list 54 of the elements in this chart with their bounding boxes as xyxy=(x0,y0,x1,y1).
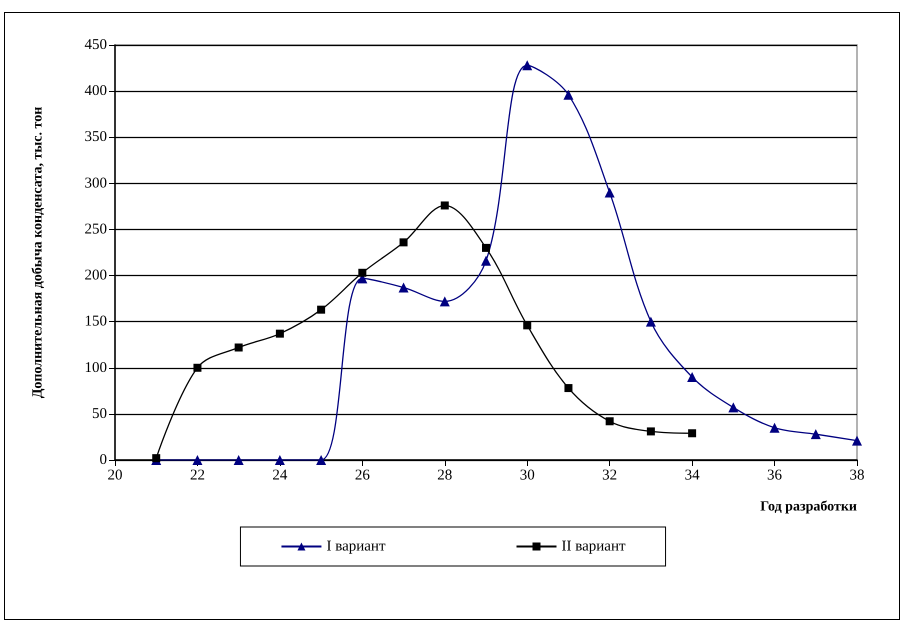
point xyxy=(234,455,244,465)
point xyxy=(852,436,862,446)
point xyxy=(646,427,655,436)
point xyxy=(358,268,366,277)
x-tick-label: 38 xyxy=(850,468,864,484)
point xyxy=(770,422,780,433)
x-tick-label: 28 xyxy=(437,468,452,484)
point xyxy=(522,60,532,70)
x-tick-label: 20 xyxy=(108,468,122,484)
point xyxy=(440,201,449,210)
x-tick-label: 30 xyxy=(520,468,535,484)
point xyxy=(563,90,574,100)
point xyxy=(317,306,326,314)
x-tick-label: 34 xyxy=(684,468,700,484)
point xyxy=(564,384,572,392)
point xyxy=(728,402,738,412)
y-tick-label: 50 xyxy=(92,406,107,422)
point xyxy=(234,343,243,352)
y-tick-label: 250 xyxy=(84,221,107,238)
legend-label: II вариант xyxy=(562,538,626,554)
point xyxy=(193,364,202,372)
x-tick-label: 36 xyxy=(767,468,783,484)
x-tick-label: 24 xyxy=(272,468,288,484)
x-tick-label: 32 xyxy=(602,468,618,484)
point xyxy=(523,321,532,330)
point xyxy=(688,429,696,438)
y-tick-label: 0 xyxy=(100,452,107,468)
point xyxy=(687,372,698,382)
point xyxy=(400,238,408,246)
point xyxy=(481,256,491,266)
y-tick-label: 150 xyxy=(84,314,107,330)
y-tick-label: 400 xyxy=(84,83,107,100)
y-tick-label: 300 xyxy=(84,175,107,192)
point xyxy=(604,188,615,198)
point xyxy=(810,429,821,440)
legend-label: I вариант xyxy=(326,538,386,554)
y-tick-label: 200 xyxy=(84,268,107,284)
x-tick-label: 22 xyxy=(190,468,205,484)
y-tick-label: 350 xyxy=(84,129,107,146)
x-tick-label: 26 xyxy=(354,468,370,484)
point xyxy=(152,454,160,462)
x-axis-title: Год разработки xyxy=(760,500,857,514)
point xyxy=(192,455,202,465)
y-tick-label: 450 xyxy=(84,37,107,53)
point xyxy=(398,282,409,293)
point xyxy=(646,316,656,327)
point xyxy=(606,417,614,426)
point xyxy=(276,330,284,338)
point xyxy=(440,296,450,306)
y-axis-title: Дополнительная добыча конденсата, тыс. тон xyxy=(30,106,46,398)
point xyxy=(482,244,490,252)
point xyxy=(274,455,285,465)
point xyxy=(316,455,326,465)
y-tick-label: 100 xyxy=(84,360,107,376)
